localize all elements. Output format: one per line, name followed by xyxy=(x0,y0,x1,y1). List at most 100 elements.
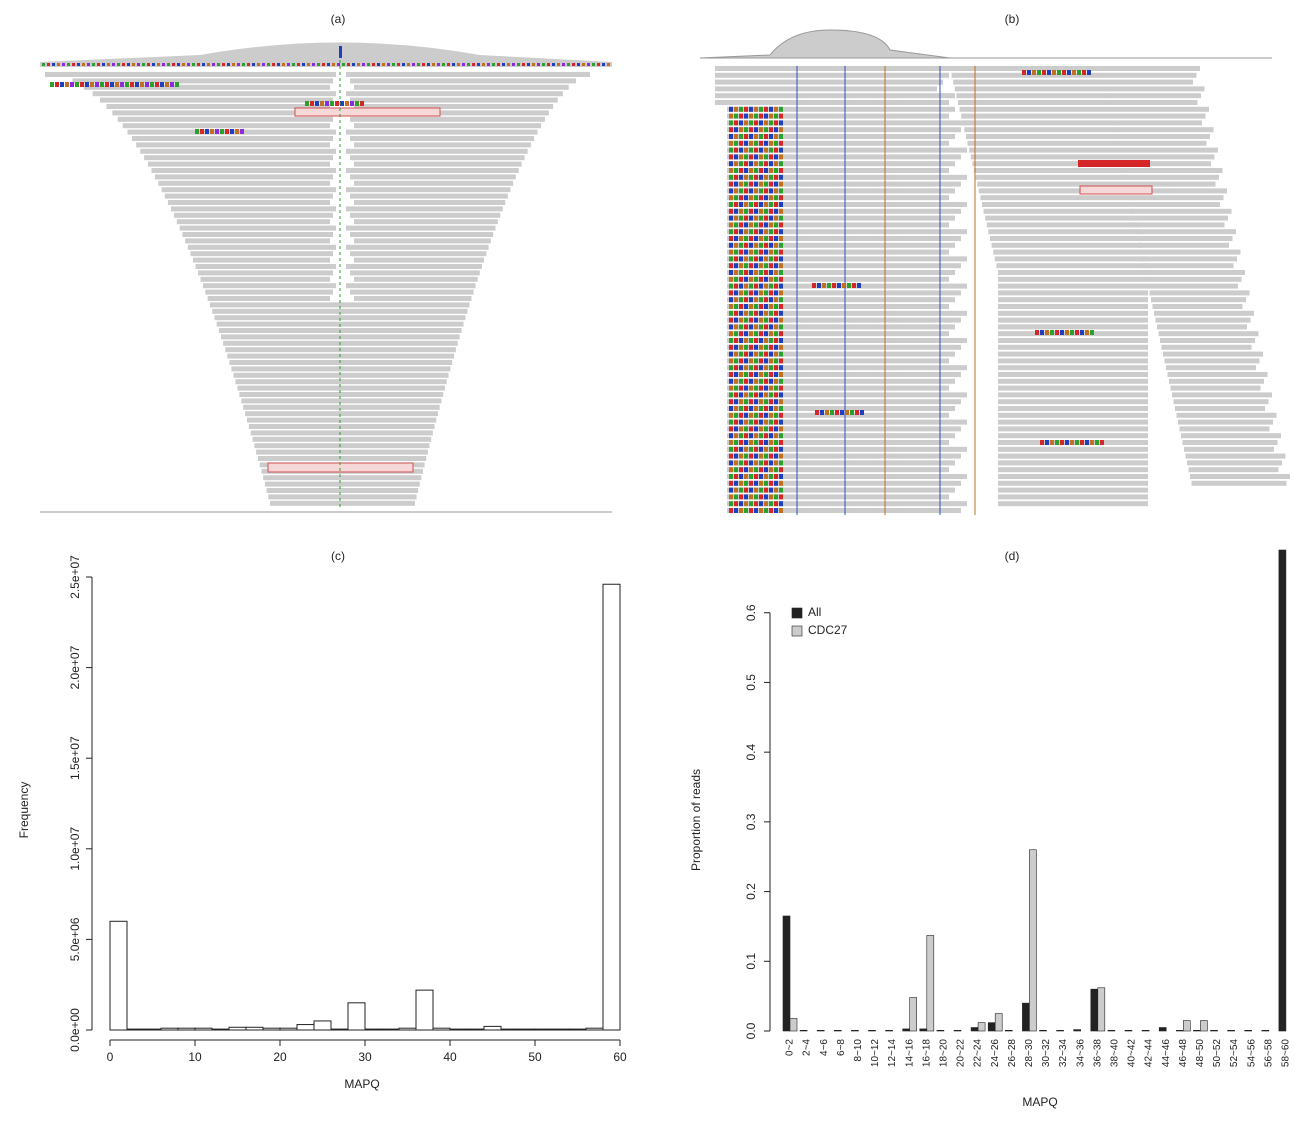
mismatch xyxy=(764,120,768,125)
base xyxy=(232,63,235,66)
mismatch xyxy=(759,399,763,404)
mismatch xyxy=(1037,70,1041,75)
mismatch xyxy=(769,501,773,506)
mismatch xyxy=(1100,440,1104,445)
mismatch xyxy=(749,311,753,316)
base xyxy=(252,63,255,66)
mismatch xyxy=(764,406,768,411)
bar xyxy=(995,1014,1002,1031)
mismatch xyxy=(774,141,778,146)
mismatch xyxy=(754,256,758,261)
x-tick-label: 20 xyxy=(273,1050,287,1064)
mismatch xyxy=(749,290,753,295)
read xyxy=(123,123,330,128)
bar xyxy=(978,1023,985,1031)
base xyxy=(267,63,270,66)
bar xyxy=(851,1030,858,1031)
base xyxy=(262,63,265,66)
read xyxy=(998,454,1148,459)
mismatch xyxy=(729,399,733,404)
bar xyxy=(348,1003,365,1030)
mismatch xyxy=(774,488,778,493)
read xyxy=(180,226,336,231)
read xyxy=(258,456,426,461)
mismatch xyxy=(155,82,159,87)
read xyxy=(998,324,1148,329)
mismatch xyxy=(769,447,773,452)
read xyxy=(235,379,446,384)
mismatch xyxy=(764,216,768,221)
mismatch xyxy=(744,352,748,357)
read xyxy=(998,386,1148,391)
y-tick-label: 2.0e+07 xyxy=(68,645,82,689)
mismatch xyxy=(749,386,753,391)
bar xyxy=(800,1030,807,1031)
bar xyxy=(783,916,790,1031)
mismatch xyxy=(774,352,778,357)
mismatch xyxy=(1090,440,1094,445)
mismatch xyxy=(774,120,778,125)
mismatch xyxy=(105,82,109,87)
base xyxy=(362,63,365,66)
x-tick-label: 0~2 xyxy=(785,1039,796,1056)
bar xyxy=(971,1028,978,1031)
mismatch xyxy=(744,494,748,499)
read xyxy=(45,72,336,77)
x-tick-label: 12~14 xyxy=(887,1039,898,1068)
bar xyxy=(1029,850,1036,1031)
mismatch xyxy=(764,290,768,295)
mismatch xyxy=(1087,70,1091,75)
mismatch xyxy=(779,311,783,316)
mismatch xyxy=(759,372,763,377)
mismatch xyxy=(744,107,748,112)
mismatch xyxy=(759,250,763,255)
mismatch xyxy=(779,460,783,465)
x-tick-label: 16~18 xyxy=(921,1039,932,1068)
mismatch xyxy=(729,202,733,207)
mismatch xyxy=(774,188,778,193)
mismatch xyxy=(744,399,748,404)
mismatch xyxy=(774,406,778,411)
mismatch xyxy=(744,195,748,200)
mismatch xyxy=(769,386,773,391)
mismatch xyxy=(754,406,758,411)
mismatch xyxy=(744,222,748,227)
mismatch xyxy=(744,188,748,193)
mismatch xyxy=(779,202,783,207)
read xyxy=(998,318,1148,323)
mismatch xyxy=(749,433,753,438)
base xyxy=(97,63,100,66)
mismatch xyxy=(734,114,738,119)
mismatch xyxy=(729,447,733,452)
mismatch xyxy=(729,358,733,363)
mismatch xyxy=(1062,70,1066,75)
base xyxy=(137,63,140,66)
read xyxy=(346,187,510,192)
mismatch xyxy=(729,222,733,227)
mismatch xyxy=(769,168,773,173)
mismatch xyxy=(822,283,826,288)
mismatch xyxy=(749,392,753,397)
bar xyxy=(920,1029,927,1031)
mismatch xyxy=(1032,70,1036,75)
base xyxy=(67,63,70,66)
bar xyxy=(954,1030,961,1031)
mismatch xyxy=(759,440,763,445)
base xyxy=(507,63,510,66)
read xyxy=(268,494,416,499)
mismatch xyxy=(729,365,733,370)
mismatch xyxy=(734,399,738,404)
read xyxy=(1139,243,1229,248)
mismatch xyxy=(860,410,864,415)
read xyxy=(241,398,441,403)
mismatch xyxy=(1052,70,1056,75)
mismatch xyxy=(754,447,758,452)
mismatch xyxy=(774,202,778,207)
mismatch xyxy=(764,399,768,404)
mismatch xyxy=(355,101,359,106)
mismatch xyxy=(729,386,733,391)
base xyxy=(557,63,560,66)
mismatch xyxy=(769,372,773,377)
mismatch xyxy=(764,256,768,261)
bar xyxy=(586,1028,603,1030)
